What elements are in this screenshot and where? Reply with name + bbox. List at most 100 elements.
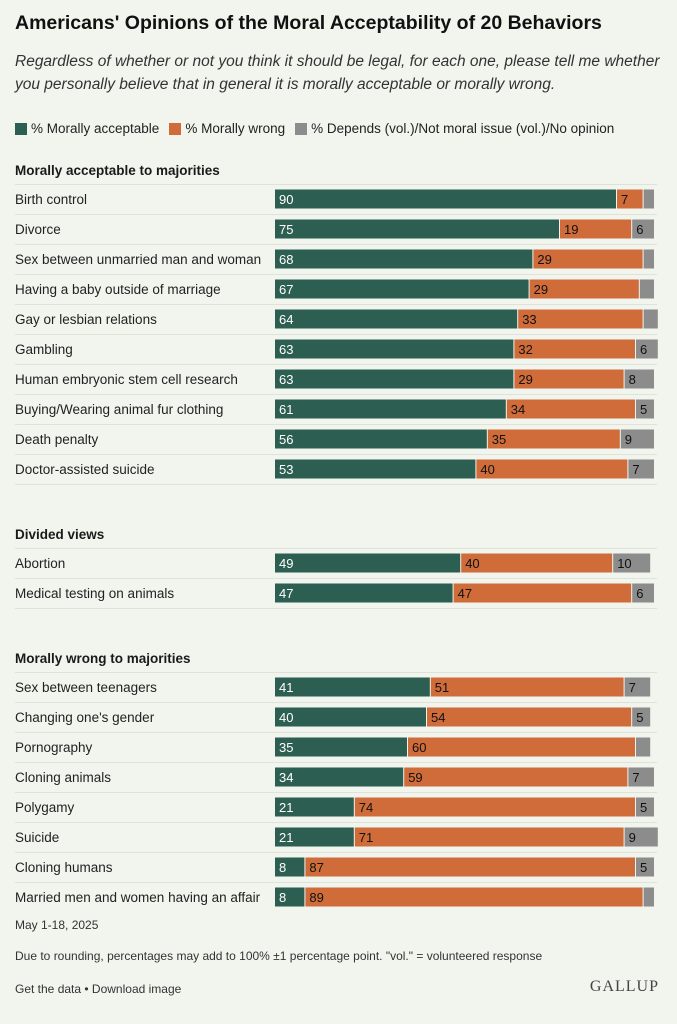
data-label-wrong: 32 [518, 342, 532, 357]
bar-segment-acceptable [275, 219, 559, 239]
bar-segment-acceptable [275, 399, 506, 419]
data-label-acceptable: 75 [279, 222, 293, 237]
data-label-acceptable: 63 [279, 342, 293, 357]
data-label-depends: 9 [625, 432, 632, 447]
data-label-depends: 9 [629, 830, 636, 845]
bar-segment-acceptable [275, 189, 616, 209]
data-label-acceptable: 8 [279, 890, 286, 905]
row-label: Buying/Wearing animal fur clothing [15, 402, 223, 417]
data-label-wrong: 71 [359, 830, 373, 845]
data-label-acceptable: 56 [279, 432, 293, 447]
data-label-wrong: 40 [465, 556, 479, 571]
row-label: Cloning humans [15, 860, 113, 875]
data-label-wrong: 89 [309, 890, 323, 905]
data-label-depends: 6 [640, 342, 647, 357]
data-label-acceptable: 40 [279, 710, 293, 725]
legend: % Morally acceptable % Morally wrong % D… [15, 121, 624, 136]
data-label-wrong: 54 [431, 710, 445, 725]
data-label-depends: 5 [636, 710, 643, 725]
data-label-acceptable: 34 [279, 770, 293, 785]
link-separator: • [81, 982, 92, 996]
data-label-acceptable: 35 [279, 740, 293, 755]
bar-segment-depends [632, 219, 654, 239]
data-label-acceptable: 61 [279, 402, 293, 417]
row-label: Cloning animals [15, 770, 111, 785]
bar-segment-acceptable [275, 429, 487, 449]
bar-segment-wrong [529, 279, 639, 299]
data-label-depends: 6 [636, 586, 643, 601]
bar-segment-acceptable [275, 707, 426, 727]
row-label: Death penalty [15, 432, 99, 447]
bar-segment-wrong [427, 707, 632, 727]
row-label: Changing one's gender [15, 710, 155, 725]
row-label: Polygamy [15, 800, 75, 815]
row-label: Divorce [15, 222, 61, 237]
data-label-wrong: 29 [534, 282, 548, 297]
bar-segment-wrong [514, 339, 635, 359]
bar-segment-depends [636, 857, 654, 877]
row-label: Gay or lesbian relations [15, 312, 157, 327]
data-label-wrong: 29 [537, 252, 551, 267]
data-label-wrong: 19 [564, 222, 578, 237]
bar-segment-depends [643, 249, 654, 269]
bar-segment-acceptable [275, 459, 476, 479]
data-label-depends: 6 [636, 222, 643, 237]
bar-segment-acceptable [275, 309, 518, 329]
footer-links: Get the data • Download image [15, 982, 181, 996]
bar-segment-acceptable [275, 279, 529, 299]
bar-segment-wrong [354, 797, 635, 817]
data-label-wrong: 47 [458, 586, 472, 601]
bar-segment-acceptable [275, 767, 404, 787]
legend-item-depends: % Depends (vol.)/Not moral issue (vol.)/… [295, 121, 614, 136]
group-heading: Morally acceptable to majorities [15, 163, 220, 178]
bar-segment-depends [643, 189, 654, 209]
data-label-wrong: 33 [522, 312, 536, 327]
get-data-link[interactable]: Get the data [15, 982, 82, 996]
gallup-logo: GALLUP [589, 978, 659, 995]
bar-segment-wrong [476, 459, 628, 479]
group-heading: Divided views [15, 527, 104, 542]
bar-segment-depends [632, 707, 651, 727]
bar-segment-depends [643, 309, 658, 329]
bar-segment-depends [620, 429, 654, 449]
row-label: Abortion [15, 556, 65, 571]
bar-segment-depends [636, 399, 654, 419]
data-label-depends: 8 [629, 372, 636, 387]
data-label-acceptable: 67 [279, 282, 293, 297]
bar-segment-wrong [533, 249, 643, 269]
data-label-depends: 7 [632, 770, 639, 785]
bar-segment-wrong [305, 857, 635, 877]
row-label: Gambling [15, 342, 73, 357]
bar-segment-wrong [560, 219, 632, 239]
data-label-wrong: 51 [435, 680, 449, 695]
row-label: Doctor-assisted suicide [15, 462, 155, 477]
bar-segment-wrong [514, 369, 624, 389]
bar-segment-wrong [617, 189, 643, 209]
row-label: Sex between unmarried man and woman [15, 252, 261, 267]
legend-item-acceptable: % Morally acceptable [15, 121, 159, 136]
data-label-acceptable: 21 [279, 830, 293, 845]
data-label-depends: 7 [629, 680, 636, 695]
data-label-wrong: 59 [408, 770, 422, 785]
data-label-wrong: 7 [621, 192, 628, 207]
data-label-acceptable: 64 [279, 312, 293, 327]
data-label-acceptable: 47 [279, 586, 293, 601]
bar-segment-acceptable [275, 677, 430, 697]
bar-segment-depends [639, 279, 654, 299]
data-label-wrong: 40 [480, 462, 494, 477]
bar-segment-acceptable [275, 249, 533, 269]
bar-segment-depends [636, 339, 658, 359]
download-image-link[interactable]: Download image [91, 982, 182, 996]
bar-segment-wrong [506, 399, 635, 419]
legend-swatch-acceptable [15, 122, 27, 135]
data-label-acceptable: 21 [279, 800, 293, 815]
bar-segment-acceptable [275, 887, 305, 907]
bar-segment-depends [624, 827, 658, 847]
bar-segment-acceptable [275, 857, 305, 877]
bar-segment-wrong [487, 429, 620, 449]
bar-segment-depends [636, 737, 651, 757]
data-label-depends: 10 [617, 556, 631, 571]
row-label: Suicide [15, 830, 59, 845]
legend-item-wrong: % Morally wrong [169, 121, 285, 136]
bar-segment-depends [613, 553, 651, 573]
